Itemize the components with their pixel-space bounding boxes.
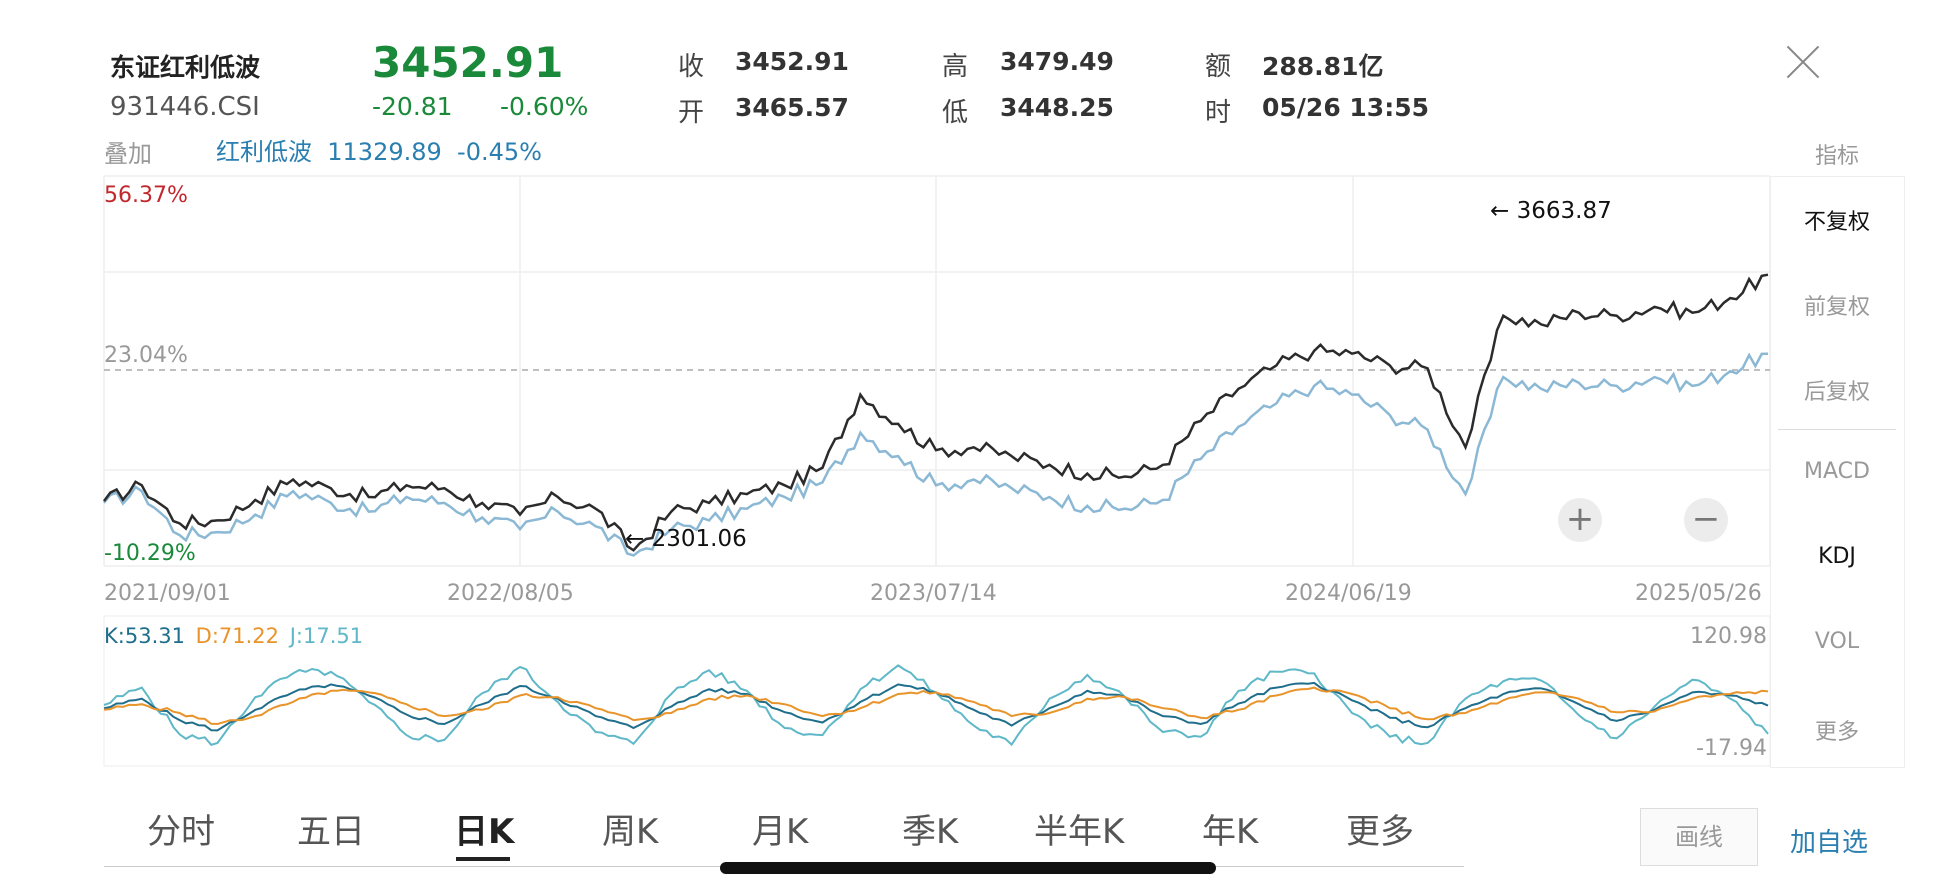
tab-quarterly-k[interactable]: 季K [902,812,959,852]
time-label: 时 [1205,98,1232,128]
high-label: 高 [942,52,969,82]
tab-halfyear-k[interactable]: 半年K [1034,812,1125,852]
kdj-d-line [103,686,1769,726]
sidebar-item-no-adjust[interactable]: 不复权 [1803,210,1870,235]
open-label: 开 [678,98,705,128]
sidebar-item-backward-adjust[interactable]: 后复权 [1803,380,1870,405]
tab-monthly-k[interactable]: 月K [752,812,809,852]
sidebar-item-forward-adjust[interactable]: 前复权 [1803,295,1870,320]
y-label-top: 56.37% [104,183,188,208]
sidebar-item-kdj[interactable]: KDJ [1818,544,1856,569]
tab-weekly-k[interactable]: 周K [602,812,659,852]
overlay-name: 红利低波 [216,138,312,166]
indicator-label: 指标 [1814,144,1859,169]
close-value: 3452.91 [735,47,849,76]
overlay-pct: -0.45% [457,138,542,166]
overlay-info: 红利低波 11329.89 -0.45% [216,132,542,167]
zoom-in-button[interactable]: + [1558,498,1602,542]
overlay-value: 11329.89 [327,138,442,166]
current-price: 3452.91 [372,38,564,87]
price-change-pct: -0.60% [500,92,589,121]
main-chart-grid [103,175,1771,567]
kdj-y-bottom: -17.94 [1696,736,1767,761]
open-value: 3465.57 [735,93,849,122]
kdj-k-label: K:53.31 [104,624,185,648]
x-axis-labels: 2021/09/01 2022/08/05 2023/07/14 2024/06… [104,581,1762,606]
kdj-j-label: J:17.51 [288,624,363,648]
sidebar-item-more[interactable]: 更多 [1814,720,1859,745]
kdj-legend: K:53.31 D:71.22 J:17.51 [104,624,363,648]
x-tick-label: 2024/06/19 [1285,581,1412,606]
index-name: 东证红利低波 [110,53,261,82]
low-label: 低 [942,98,969,128]
zoom-out-button[interactable]: − [1684,498,1728,542]
tab-daily-k[interactable]: 日K [454,812,515,852]
price-change: -20.81 [372,92,453,121]
x-tick-label: 2021/09/01 [104,581,231,606]
time-value: 05/26 13:55 [1262,93,1429,122]
x-tick-label: 2023/07/14 [870,581,997,606]
annotation-low: ← 2301.06 [625,526,747,552]
x-tick-label: 2025/05/26 [1635,581,1762,606]
tab-yearly-k[interactable]: 年K [1202,812,1259,852]
amount-label: 额 [1205,52,1232,82]
y-label-middle: 23.04% [104,343,188,368]
tab-more[interactable]: 更多 [1346,812,1414,852]
tab-five-day[interactable]: 五日 [297,812,365,852]
draw-line-button[interactable]: 画线 [1640,808,1758,866]
sidebar-divider [1778,429,1896,430]
kdj-panel [103,615,1771,767]
amount-value: 288.81亿 [1262,52,1384,81]
low-value: 3448.25 [1000,93,1114,122]
high-value: 3479.49 [1000,47,1114,76]
annotation-high: ← 3663.87 [1490,198,1612,224]
sidebar-item-macd[interactable]: MACD [1804,459,1870,484]
active-tab-underline [456,857,510,861]
x-tick-label: 2022/08/05 [447,581,574,606]
tab-intraday[interactable]: 分时 [147,812,215,852]
y-label-bottom: -10.29% [104,541,196,566]
close-label: 收 [678,52,705,82]
series-line-hongli-dibo [103,352,1769,557]
series-line-dongzheng-hongli-dibo [102,273,1769,552]
kdj-d-label: D:71.22 [196,624,279,648]
kdj-y-top: 120.98 [1690,624,1767,649]
sidebar-item-vol[interactable]: VOL [1814,629,1860,654]
kdj-j-line [103,664,1769,747]
overlay-label[interactable]: 叠加 [104,140,152,168]
home-indicator [720,862,1216,874]
index-code: 931446.CSI [110,92,260,122]
add-watchlist-button[interactable]: 加自选 [1790,828,1869,858]
